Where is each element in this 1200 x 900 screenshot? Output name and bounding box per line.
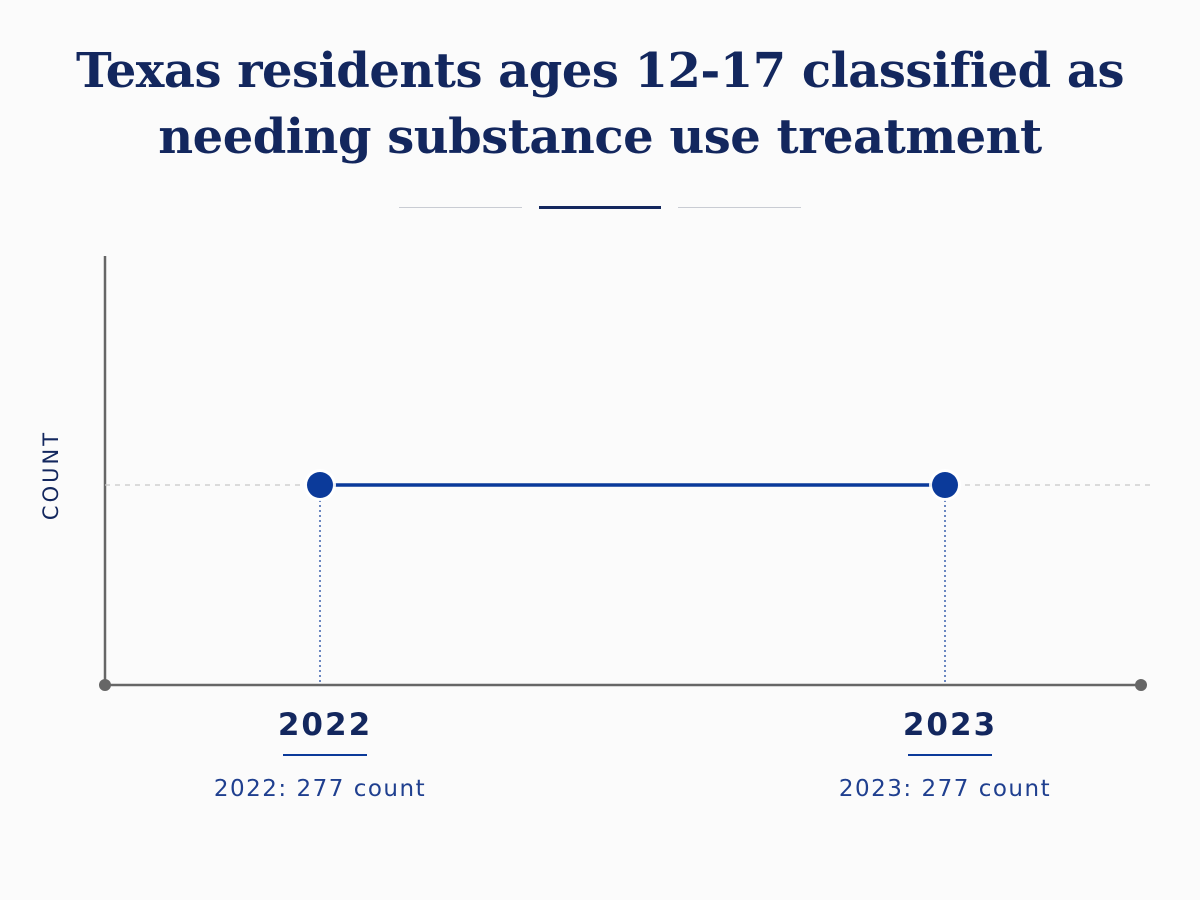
data-point-2023 [932, 472, 958, 498]
data-label-2023: 2023: 277 count [839, 776, 1051, 802]
title-divider-left [399, 207, 522, 208]
title-divider-right [678, 207, 801, 208]
chart-title-line-1: Texas residents ages 12-17 classified as [75, 43, 1125, 99]
title-divider-center [539, 206, 661, 209]
y-axis-label: COUNT [39, 430, 63, 520]
x-axis-start-dot [99, 679, 111, 691]
x-axis-end-dot [1135, 679, 1147, 691]
data-label-2022: 2022: 277 count [214, 776, 426, 802]
chart-title: Texas residents ages 12-17 classified as… [0, 38, 1200, 170]
chart-title-line-2: needing substance use treatment [158, 109, 1042, 165]
data-point-2022 [307, 472, 333, 498]
x-tick-label-2022: 2022 [278, 707, 372, 743]
x-tick-label-2023: 2023 [903, 707, 997, 743]
